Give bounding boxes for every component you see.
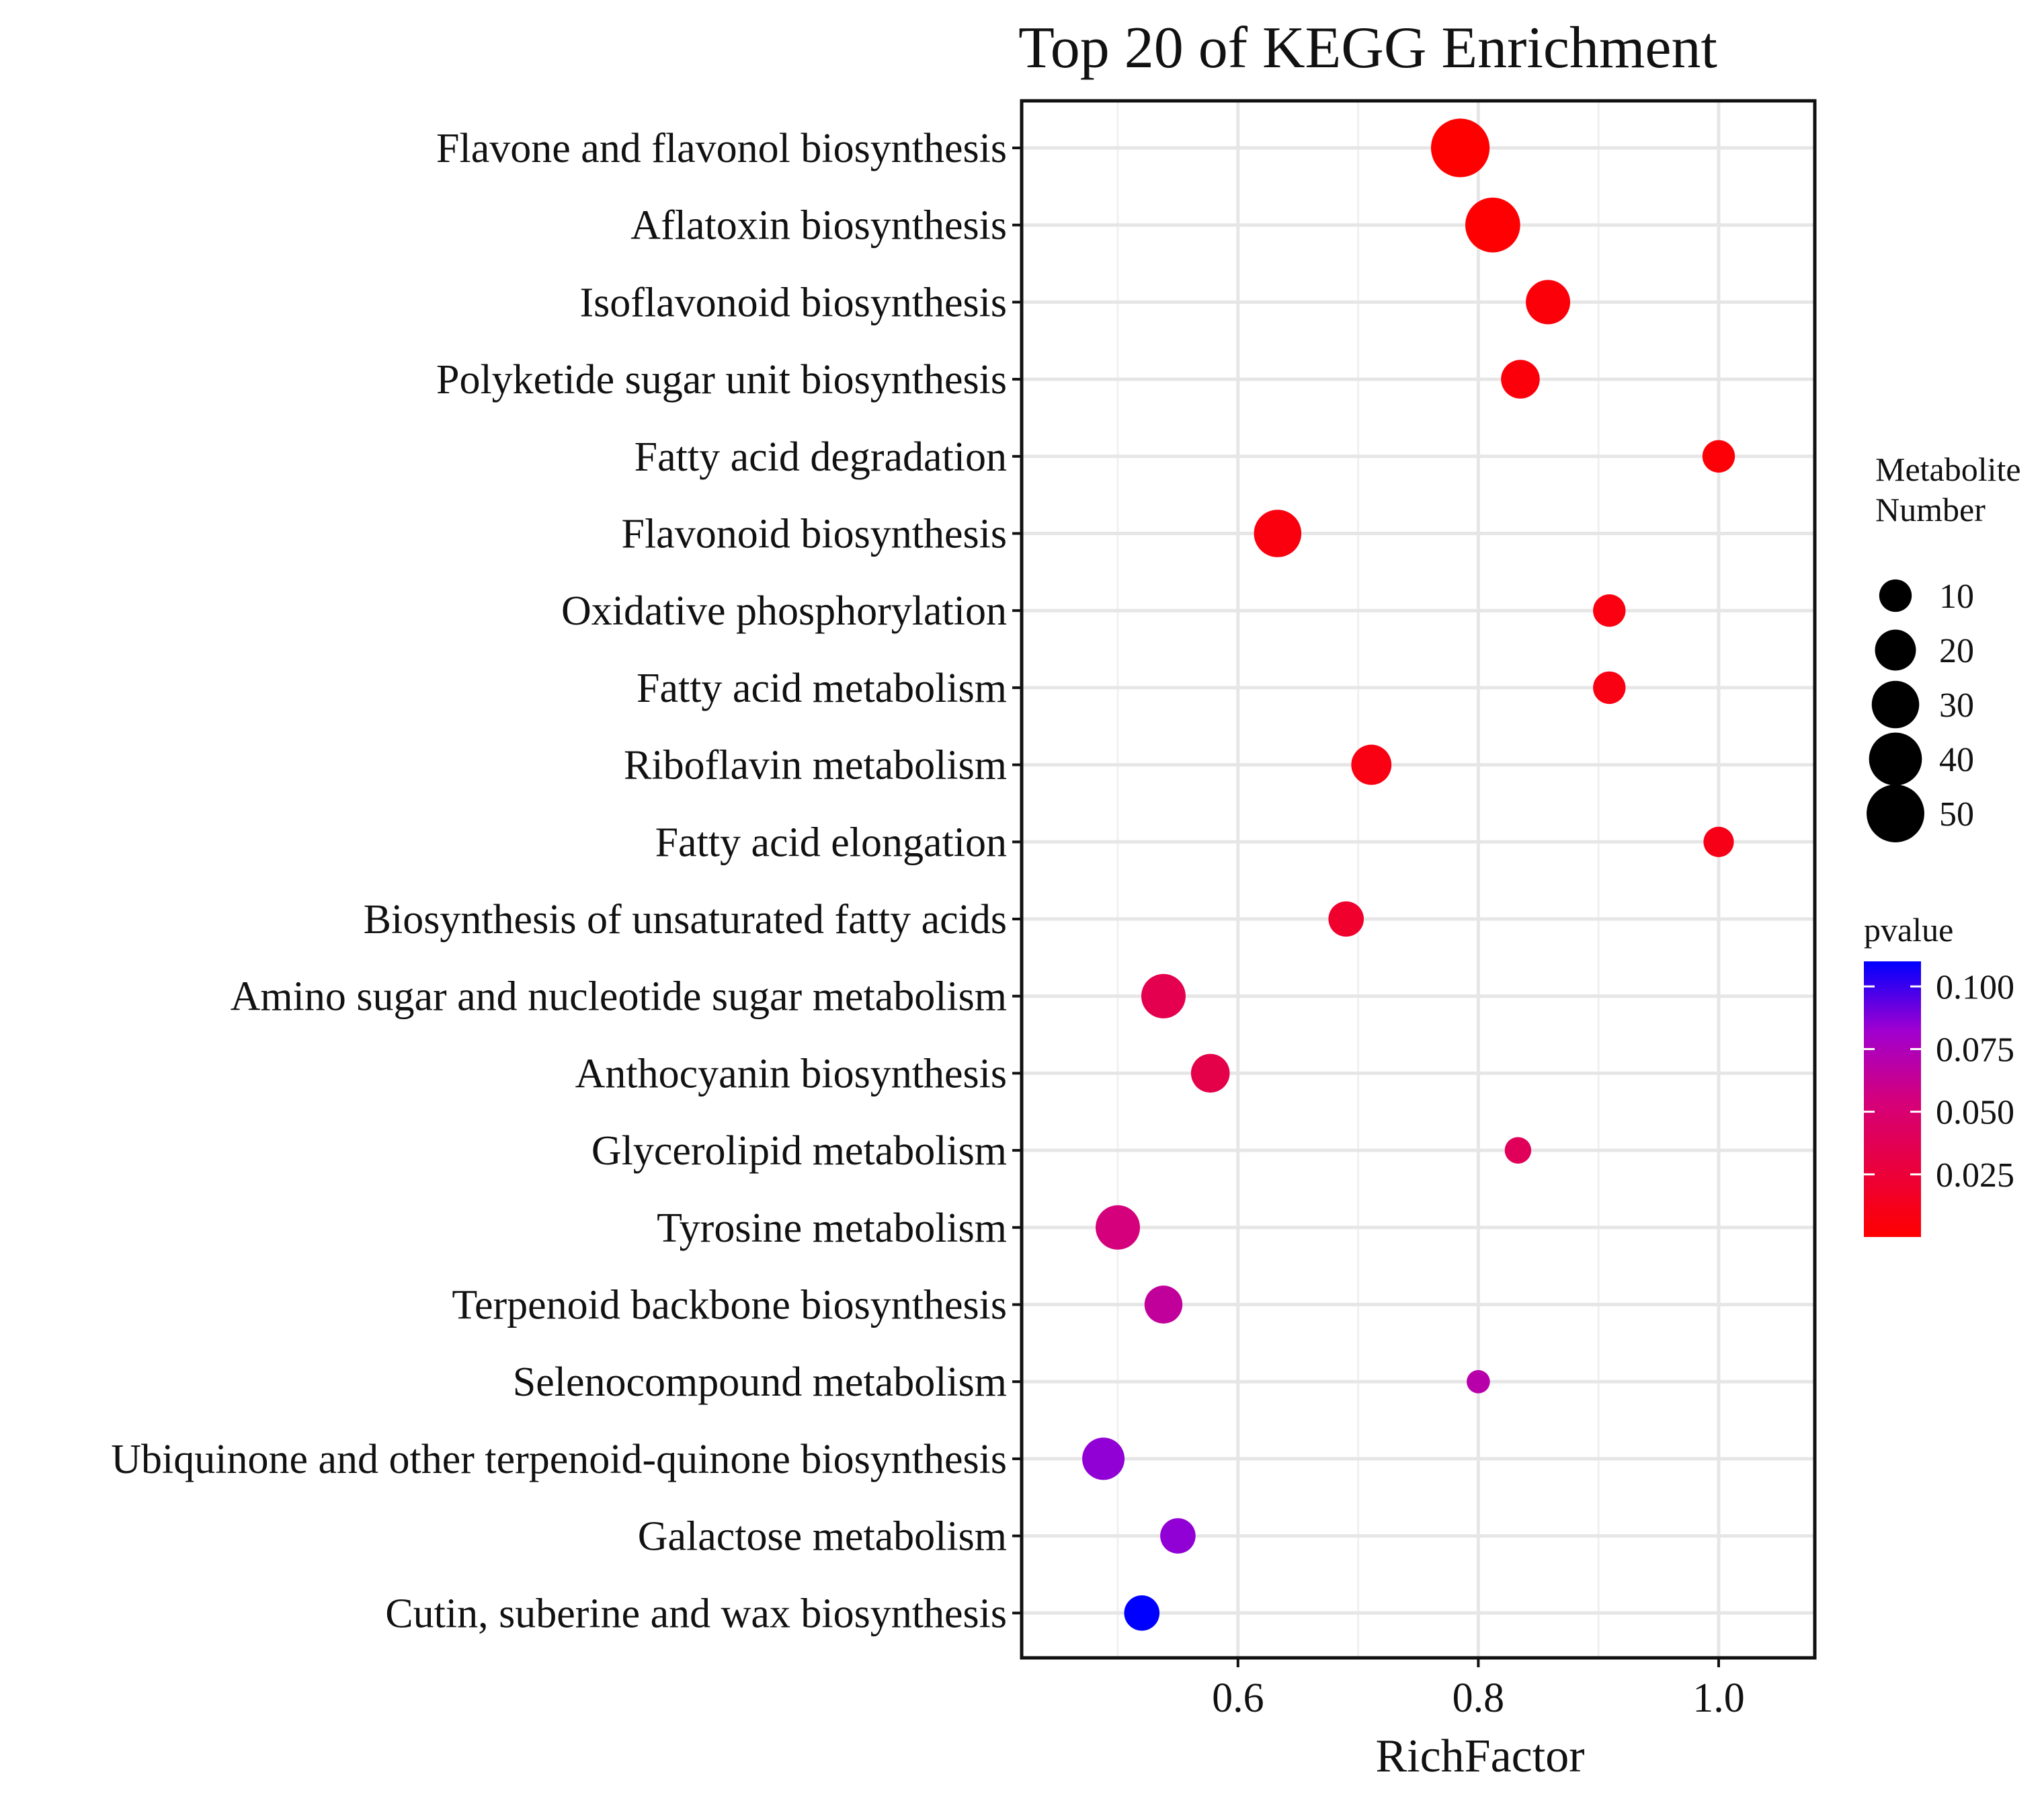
category-label: Anthocyanin biosynthesis: [575, 1051, 1007, 1096]
category-label: Fatty acid elongation: [655, 820, 1007, 865]
x-axis: 0.6 0.8 1.0: [1212, 1658, 1745, 1721]
category-label: Biosynthesis of unsaturated fatty acids: [364, 897, 1007, 943]
data-point: [1082, 1437, 1125, 1480]
data-point: [1096, 1205, 1141, 1250]
plot-panel-border: [1020, 99, 1817, 1660]
size-legend-key: [1879, 579, 1912, 612]
size-legend-key: [1867, 785, 1924, 842]
data-point: [1526, 280, 1571, 325]
x-axis-title: RichFactor: [1375, 1730, 1584, 1782]
data-point: [1465, 197, 1520, 253]
category-label: Glycerolipid metabolism: [591, 1128, 1007, 1174]
x-tick-label: 1.0: [1692, 1675, 1745, 1721]
pvalue-legend: pvalue 0.100 0.075 0.050 0.025: [1864, 911, 2014, 1237]
category-label: Isoflavonoid biosynthesis: [580, 280, 1007, 325]
size-legend-label: 30: [1939, 686, 1974, 725]
colorbar-tick-label: 0.100: [1936, 968, 2014, 1006]
chart-title: Top 20 of KEGG Enrichment: [1018, 15, 1717, 81]
category-label: Galactose metabolism: [638, 1514, 1007, 1560]
data-point: [1328, 901, 1364, 937]
size-legend-key: [1871, 680, 1920, 729]
pvalue-legend-title: pvalue: [1864, 911, 1953, 949]
pvalue-colorbar: [1864, 961, 1921, 1237]
size-legend-label: 10: [1939, 577, 1974, 616]
category-label: Terpenoid backbone biosynthesis: [452, 1283, 1007, 1328]
data-point: [1160, 1518, 1196, 1554]
size-legend-key: [1869, 732, 1922, 786]
size-legend-label: 20: [1939, 632, 1974, 670]
data-point: [1504, 1137, 1532, 1164]
category-label: Fatty acid degradation: [635, 434, 1007, 480]
data-point: [1501, 360, 1540, 399]
data-point: [1351, 744, 1392, 785]
category-label: Ubiquinone and other terpenoid-quinone b…: [111, 1437, 1007, 1482]
category-label: Polyketide sugar unit biosynthesis: [436, 357, 1007, 403]
category-label: Riboflavin metabolism: [624, 743, 1007, 789]
category-label: Oxidative phosphorylation: [561, 588, 1007, 634]
data-point: [1144, 1285, 1183, 1324]
category-axis: Flavone and flavonol biosynthesis Aflatox…: [111, 126, 1022, 1636]
x-tick-label: 0.8: [1453, 1675, 1505, 1721]
data-point: [1254, 510, 1302, 557]
colorbar-tick-label: 0.050: [1936, 1094, 2014, 1132]
category-label: Tyrosine metabolism: [657, 1205, 1007, 1251]
plot-grid: [1022, 101, 1815, 1658]
data-points: [1082, 118, 1735, 1631]
size-legend-key: [1875, 629, 1916, 671]
size-legend-title-line-1: Metabolite: [1875, 450, 2021, 488]
size-legend-label: 40: [1939, 741, 1974, 779]
data-point: [1702, 440, 1735, 473]
data-point: [1593, 671, 1626, 705]
colorbar-tick-label: 0.025: [1936, 1156, 2014, 1195]
data-point: [1703, 826, 1734, 857]
category-label: Flavone and flavonol biosynthesis: [436, 126, 1007, 171]
data-point: [1593, 594, 1626, 627]
data-point: [1430, 118, 1490, 177]
data-point: [1141, 973, 1186, 1019]
category-label: Selenocompound metabolism: [513, 1359, 1007, 1405]
data-point: [1190, 1053, 1230, 1093]
category-label: Amino sugar and nucleotide sugar metabol…: [231, 974, 1007, 1020]
data-point: [1124, 1595, 1160, 1631]
category-label: Aflatoxin biosynthesis: [630, 203, 1007, 249]
x-tick-label: 0.6: [1212, 1675, 1264, 1721]
size-legend-label: 50: [1939, 795, 1974, 834]
size-legend-title-line-2: Number: [1875, 491, 1986, 528]
category-label: Cutin, suberine and wax biosynthesis: [385, 1591, 1007, 1636]
category-label: Flavonoid biosynthesis: [621, 512, 1007, 557]
size-legend: Metabolite Number 10 20 30 40 50: [1867, 450, 2021, 842]
colorbar-tick-label: 0.075: [1936, 1031, 2014, 1069]
category-label: Fatty acid metabolism: [637, 666, 1007, 711]
data-point: [1467, 1369, 1490, 1394]
